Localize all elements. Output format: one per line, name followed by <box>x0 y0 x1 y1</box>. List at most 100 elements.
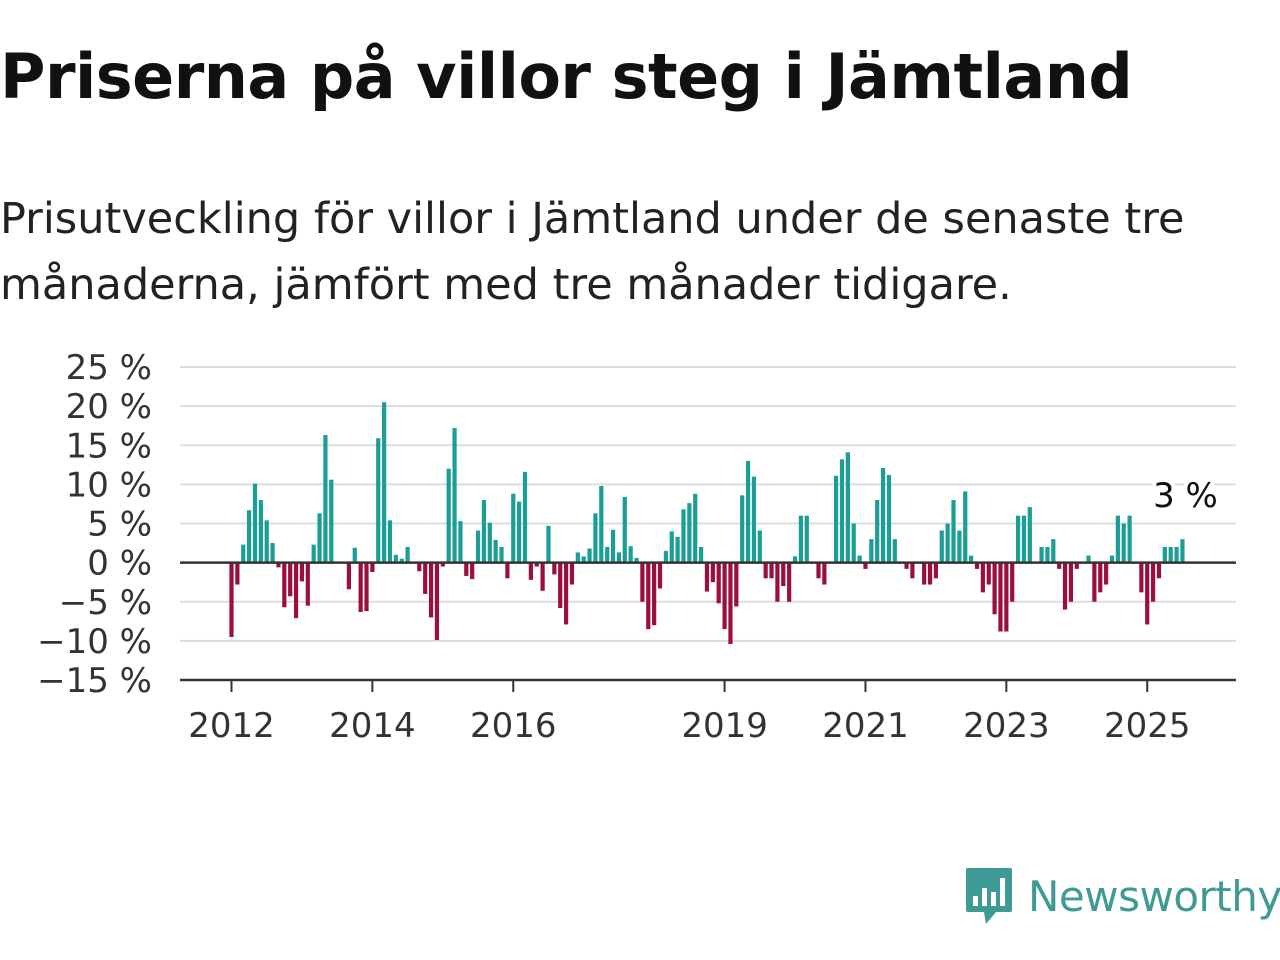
bar <box>1150 562 1156 602</box>
bar <box>446 468 451 563</box>
bar <box>317 513 322 563</box>
bar <box>904 562 909 569</box>
bar <box>288 562 293 597</box>
bar <box>376 438 381 563</box>
bar <box>1104 562 1109 585</box>
bar <box>880 467 886 563</box>
bar <box>839 459 845 563</box>
bar <box>769 562 774 579</box>
bar <box>428 562 434 618</box>
bar <box>346 562 351 590</box>
bar <box>857 555 862 563</box>
bar <box>311 544 316 563</box>
bar <box>933 562 938 579</box>
bar <box>992 562 997 615</box>
bar <box>1127 515 1132 563</box>
bar <box>241 544 246 563</box>
x-tick-label: 2021 <box>822 706 909 746</box>
bar <box>974 562 980 569</box>
bar <box>775 562 780 602</box>
brand-name: Newsworthy <box>1028 871 1280 921</box>
bar <box>927 562 933 585</box>
bar <box>1057 562 1062 569</box>
bar <box>892 539 897 563</box>
bar <box>605 546 610 563</box>
x-tick-label: 2016 <box>470 706 557 746</box>
bar <box>247 510 252 563</box>
y-tick-label: 5 % <box>87 505 152 545</box>
bar <box>464 562 469 576</box>
bar <box>1039 546 1044 563</box>
bar <box>487 522 492 563</box>
bar <box>264 520 269 563</box>
bar <box>540 562 545 591</box>
bar <box>681 509 686 563</box>
bar <box>511 493 516 563</box>
bar <box>663 550 668 563</box>
bar <box>687 503 692 563</box>
bar <box>845 452 850 563</box>
bar <box>875 500 880 563</box>
bar <box>575 552 580 563</box>
bar <box>323 435 328 563</box>
bar <box>1027 507 1032 563</box>
bar <box>417 562 422 572</box>
bar <box>1180 539 1185 563</box>
bar <box>252 483 258 563</box>
bar <box>922 562 927 585</box>
bar <box>1162 546 1167 563</box>
bar-chart: 25 %20 %15 %10 %5 %0 %−5 %−10 %−15 % 201… <box>37 348 1236 746</box>
bar <box>628 546 633 563</box>
y-tick-label: 20 % <box>66 387 152 427</box>
bar <box>969 555 974 563</box>
bar <box>1086 555 1091 563</box>
bar <box>734 562 739 607</box>
y-tick-label: 25 % <box>66 348 152 388</box>
bar <box>822 562 827 585</box>
bar <box>640 562 645 602</box>
x-tick-label: 2014 <box>329 706 416 746</box>
x-tick-label: 2012 <box>188 706 275 746</box>
x-tick-label: 2019 <box>681 706 768 746</box>
bar <box>622 496 627 563</box>
bar <box>270 543 275 563</box>
newsworthy-logo: Newsworthy <box>964 864 1280 928</box>
bar <box>405 546 410 563</box>
y-tick-label: 10 % <box>66 465 152 505</box>
bar <box>1062 562 1068 610</box>
bar <box>693 493 698 563</box>
bar <box>722 562 727 630</box>
bar <box>886 474 892 563</box>
bar <box>358 562 363 612</box>
bar <box>1174 546 1179 563</box>
bar <box>1156 562 1162 579</box>
bar <box>740 495 745 563</box>
bar <box>1004 562 1009 632</box>
bar <box>258 500 263 563</box>
x-axis-tick-labels: 2012 2014 2016 2019 2021 2023 2025 <box>188 706 1190 746</box>
bar <box>1010 562 1015 602</box>
bar <box>675 536 680 563</box>
bar <box>481 500 487 563</box>
bar <box>546 525 551 563</box>
bar <box>1139 562 1144 593</box>
bar <box>393 554 398 563</box>
bar <box>704 562 710 592</box>
bar <box>834 475 839 563</box>
bar <box>945 523 950 563</box>
bar <box>552 562 557 575</box>
bar <box>293 562 299 619</box>
bar <box>470 562 475 580</box>
bar <box>757 530 762 563</box>
bar <box>851 523 856 563</box>
bar <box>563 562 569 625</box>
bar <box>751 476 757 563</box>
bar <box>475 530 481 563</box>
bar <box>364 562 369 612</box>
bar <box>452 428 457 563</box>
x-tick-label: 2023 <box>963 706 1050 746</box>
bar <box>528 562 533 580</box>
bar <box>963 491 968 563</box>
bar <box>276 562 281 568</box>
bar <box>440 562 445 567</box>
